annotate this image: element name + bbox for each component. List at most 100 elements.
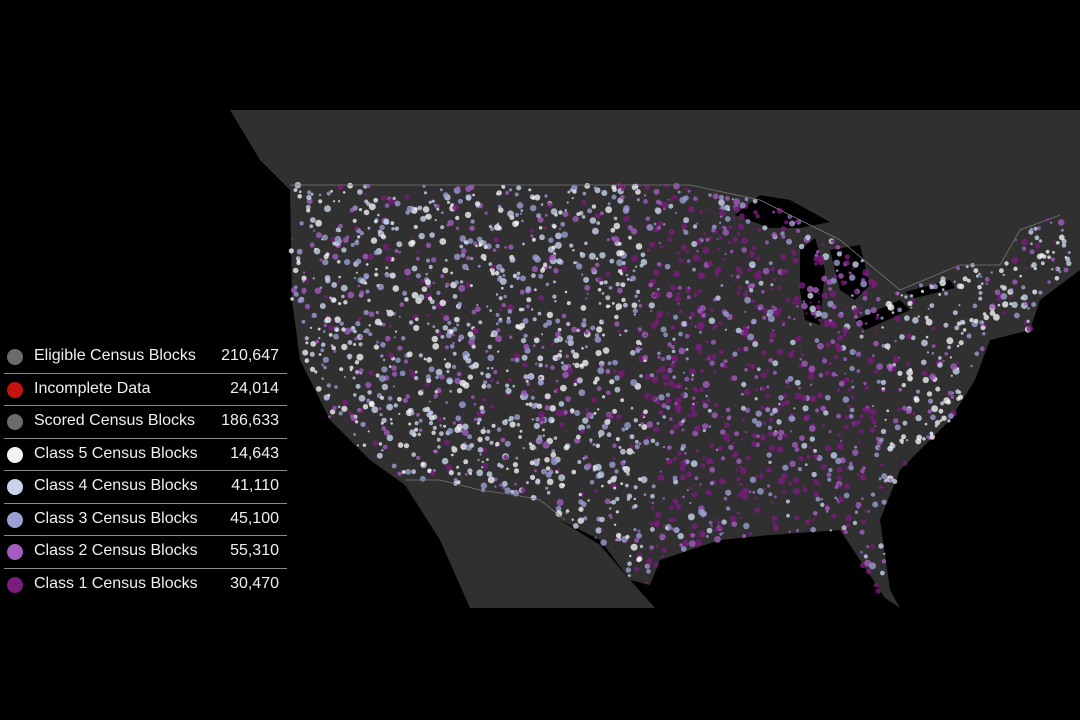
block-dot [560,384,567,392]
block-dot [768,431,773,437]
block-dot [689,311,696,317]
block-dot [650,322,658,329]
block-dot [637,477,642,481]
block-dot [451,364,457,370]
block-dot [452,204,459,211]
block-dot [781,234,786,239]
block-dot [718,321,723,325]
block-dot [929,373,936,381]
block-dot [737,223,744,230]
block-dot [736,290,741,295]
legend-swatch [7,511,23,528]
block-dot [460,252,466,258]
block-dot [552,224,557,229]
block-dot [414,421,419,426]
block-dot [596,386,602,391]
block-dot [646,224,654,231]
block-dot [796,228,801,233]
block-dot [341,247,347,253]
block-dot [766,368,770,372]
block-dot [684,451,687,455]
block-dot [507,309,513,314]
block-dot [508,378,513,383]
block-dot [619,250,625,256]
block-dot [760,405,766,411]
block-dot [302,271,306,274]
block-dot [542,323,548,328]
block-dot [698,530,706,538]
block-dot [897,370,903,376]
block-dot [952,310,958,316]
block-dot [676,251,680,255]
block-dot [347,340,353,345]
block-dot [599,364,604,368]
block-dot [501,286,504,290]
block-dot [695,449,700,453]
block-dot [592,227,599,235]
block-dot [362,404,369,410]
block-dot [621,297,626,303]
block-dot [463,459,469,465]
block-dot [672,456,678,462]
block-dot [739,467,747,475]
block-dot [950,395,955,399]
block-dot [667,198,670,201]
legend-label: Scored Census Blocks [34,412,195,429]
block-dot [333,350,337,353]
block-dot [719,210,726,217]
block-dot [312,229,316,232]
block-dot [512,384,515,388]
block-dot [685,387,688,390]
block-dot [635,348,641,354]
block-dot [958,304,961,307]
block-dot [413,224,418,230]
block-dot [469,364,475,370]
block-dot [1002,301,1009,308]
block-dot [680,546,687,552]
block-dot [828,361,833,366]
block-dot [549,254,556,261]
block-dot [477,447,484,453]
block-dot [806,285,814,293]
block-dot [772,210,776,214]
block-dot [674,527,679,533]
block-dot [333,319,336,322]
block-dot [449,329,454,334]
block-dot [452,351,457,356]
block-dot [876,363,883,370]
block-dot [656,262,662,267]
block-dot [854,445,858,449]
block-dot [450,453,454,457]
block-dot [638,423,642,427]
block-dot [316,386,322,392]
block-dot [462,429,469,437]
block-dot [682,539,689,547]
block-dot [538,411,545,418]
block-dot [689,501,692,505]
block-dot [709,481,714,486]
block-dot [300,296,304,301]
block-dot [772,360,779,367]
block-dot [519,322,526,329]
block-dot [489,440,494,445]
block-dot [764,240,769,245]
block-dot [729,515,736,522]
block-dot [495,243,500,249]
block-dot [624,422,631,429]
block-dot [636,532,642,539]
block-dot [691,373,695,377]
block-dot [727,208,731,212]
block-dot [530,474,536,480]
block-dot [403,359,409,364]
block-dot [563,445,569,451]
legend-row: Class 5 Census Blocks 14,643 [4,439,287,471]
block-dot [626,277,630,281]
block-dot [662,446,666,449]
block-dot [336,280,340,284]
block-dot [828,430,832,434]
block-dot [653,426,660,433]
block-dot [415,273,421,279]
block-dot [834,496,838,500]
block-dot [331,345,336,351]
block-dot [929,431,934,436]
